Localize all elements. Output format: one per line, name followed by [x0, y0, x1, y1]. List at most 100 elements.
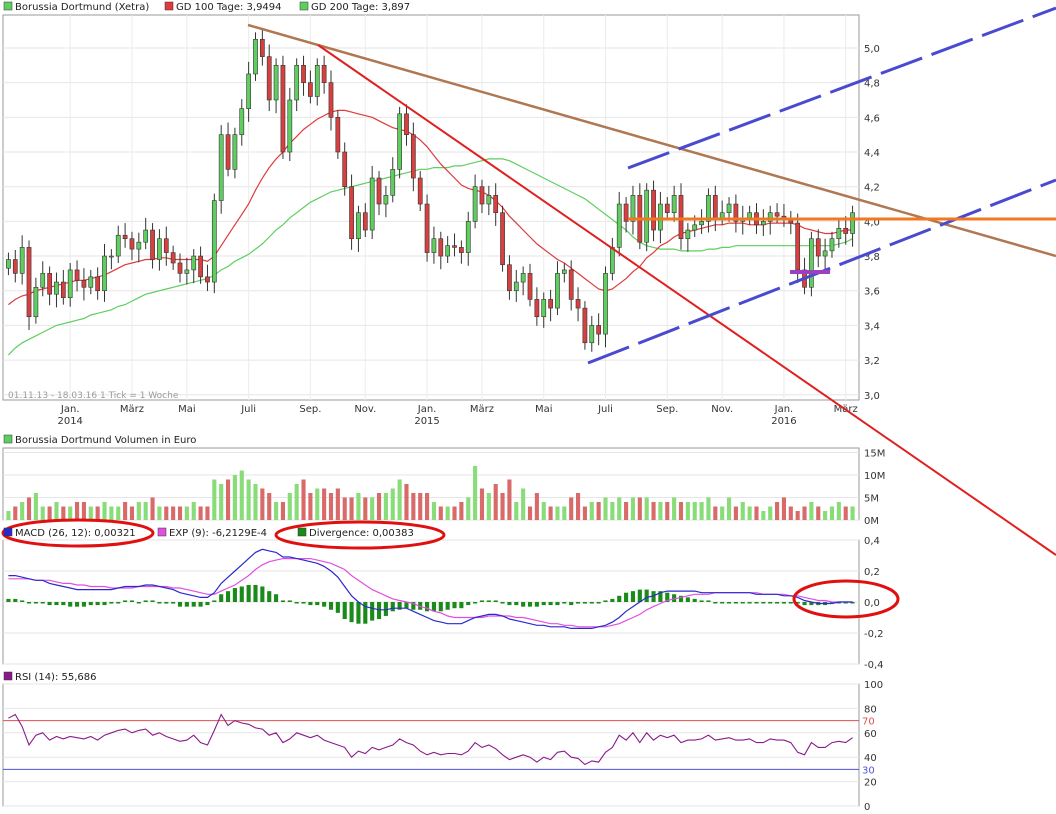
volume-bar: [617, 497, 622, 520]
divergence-bar: [6, 598, 11, 602]
divergence-bar: [850, 602, 855, 604]
candle-body: [760, 221, 766, 226]
candle-body: [273, 64, 279, 101]
volume-bar: [829, 506, 835, 520]
candle-body: [301, 64, 306, 83]
divergence-bar: [534, 602, 539, 607]
volume-bar: [514, 502, 519, 520]
candle-body: [493, 195, 499, 214]
divergence-bar: [47, 602, 52, 606]
candle-body: [115, 234, 121, 257]
candle-body: [122, 234, 128, 240]
moving-averages: [7, 109, 853, 356]
volume-bar: [6, 511, 11, 520]
candle-body: [376, 177, 382, 205]
candle-body: [809, 238, 814, 288]
volume-bar: [123, 502, 128, 520]
candle-body: [479, 186, 485, 205]
volume-bar: [191, 502, 196, 520]
candle-body: [685, 229, 691, 240]
volume-bar: [555, 506, 560, 520]
price-y-tick-label: 3,4: [864, 321, 880, 332]
volume-bar: [253, 484, 258, 520]
volume-bar: [20, 502, 25, 520]
candle-body: [651, 189, 656, 231]
divergence-bar: [713, 602, 718, 604]
candle-body: [170, 252, 176, 264]
volume-bar: [836, 502, 841, 520]
divergence-bar: [177, 602, 183, 607]
volume-bar: [575, 493, 581, 520]
volume-bar: [425, 493, 430, 520]
candle-body: [623, 203, 629, 222]
volume-y-ticks: 15M 10M 5M 0M: [864, 449, 885, 528]
rsi-y-tick-label: 60: [864, 729, 877, 740]
volume-bar: [713, 506, 718, 520]
legend-divergence: Divergence: 0,00383: [309, 528, 414, 539]
candle-body: [417, 177, 423, 205]
volume-bar: [383, 493, 388, 520]
volume-bar: [692, 502, 697, 520]
candle-body: [157, 238, 162, 260]
price-y-tick-label: 3,8: [864, 252, 880, 263]
candle-body: [410, 134, 416, 179]
divergence-bar: [308, 602, 313, 606]
divergence-bar: [20, 600, 25, 602]
divergence-bar: [438, 602, 443, 612]
candle-body: [829, 238, 835, 252]
volume-bar: [445, 506, 450, 520]
volume-bar: [61, 506, 66, 520]
x-tick-label: Mai: [535, 404, 553, 415]
candle-body: [733, 203, 739, 222]
candle-body: [404, 113, 409, 135]
volume-bar: [184, 506, 189, 520]
candle-body: [644, 189, 650, 243]
x-tick-label: Juli: [240, 404, 256, 415]
divergence-bar: [500, 602, 505, 604]
divergence-bar: [376, 602, 382, 620]
volume-bar: [109, 506, 114, 520]
x-tick-label: Nov.: [711, 404, 733, 415]
divergence-bar: [150, 600, 155, 602]
candle-body: [349, 186, 354, 240]
macd-y-tick-label: 0,4: [864, 536, 880, 547]
legend-swatch-gd100: [164, 1, 174, 11]
volume-bar: [596, 502, 601, 520]
price-y-tick-label: 4,2: [864, 183, 880, 194]
price-y-tick-label: 4,0: [864, 217, 880, 228]
candle-body: [321, 64, 327, 83]
divergence-bar: [747, 602, 752, 604]
divergence-bar: [795, 602, 800, 604]
divergence-bar: [102, 602, 107, 606]
x-tick-label: Jan.: [417, 404, 437, 415]
divergence-bar: [836, 602, 841, 604]
candle-body: [774, 212, 780, 217]
volume-bar: [706, 497, 711, 520]
volume-bar: [232, 475, 237, 520]
candle-body: [397, 113, 402, 170]
legend-volume: Borussia Dortmund Volumen in Euro: [15, 435, 196, 446]
divergence-bar: [274, 594, 279, 602]
divergence-bar: [630, 591, 636, 602]
divergence-bar: [390, 602, 395, 612]
blue-channel-upper-line: [627, 6, 1056, 170]
volume-bar: [171, 506, 176, 520]
divergence-bar: [171, 602, 176, 604]
candle-body: [102, 255, 107, 292]
candle-body: [19, 247, 25, 274]
candle-body: [356, 212, 361, 240]
candle-body: [541, 299, 547, 318]
divergence-bar: [541, 602, 546, 606]
candle-body: [294, 64, 300, 101]
volume-bar: [349, 497, 354, 520]
candle-body: [459, 247, 464, 253]
candle-body: [184, 269, 190, 274]
candle-body: [308, 82, 313, 97]
divergence-bar: [555, 602, 560, 606]
macd-label-highlight: [1, 518, 155, 548]
macd-lines: [8, 548, 853, 629]
divergence-bar: [164, 602, 169, 604]
candle-body: [486, 195, 492, 205]
